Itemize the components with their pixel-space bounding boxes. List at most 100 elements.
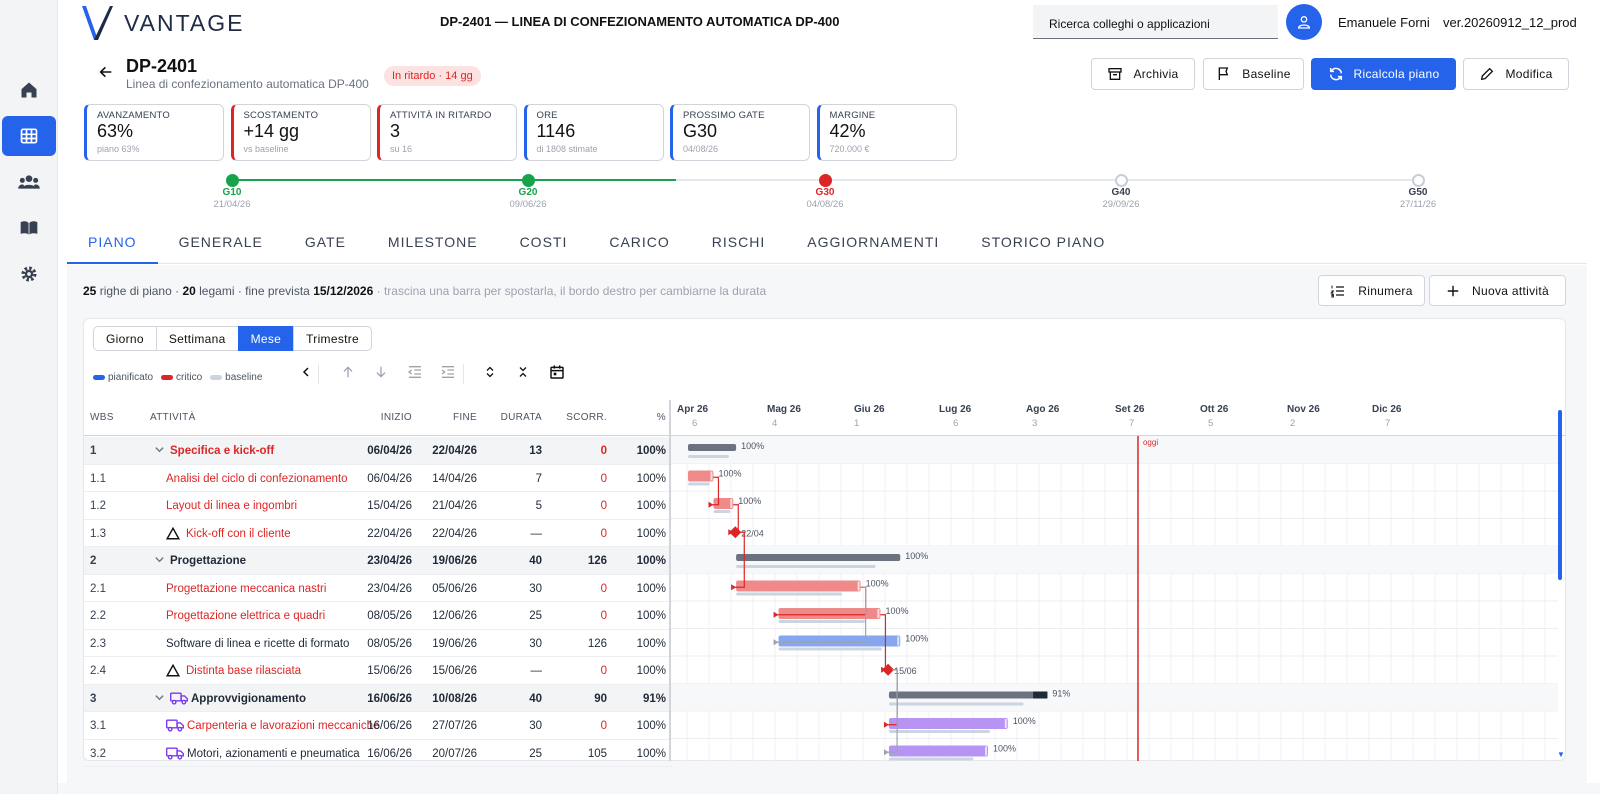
timeline-week: 7 [1385, 418, 1391, 429]
table-row[interactable]: 2.4 Distinta base rilasciata 15/06/26 15/06… [84, 657, 672, 685]
tab-storico-piano[interactable]: STORICO PIANO [981, 234, 1106, 250]
gate-g50[interactable]: G50 27/11/26 [1378, 174, 1458, 211]
recalc-label: Ricalcola piano [1353, 67, 1440, 81]
col-duration[interactable]: DURATA [500, 412, 542, 423]
new-activity-button[interactable]: Nuova attività [1429, 275, 1566, 306]
baseline-label: Baseline [1242, 67, 1291, 81]
table-row[interactable]: 1.1 Analisi del ciclo di confezionamento 0… [84, 465, 672, 492]
collapse-left-button[interactable] [296, 362, 316, 382]
tab-piano[interactable]: PIANO [67, 222, 158, 264]
scale-mese[interactable]: Mese [237, 326, 295, 351]
col-end[interactable]: FINE [453, 412, 477, 423]
col-start[interactable]: INIZIO [380, 412, 412, 423]
task-bar[interactable] [888, 718, 1008, 729]
collapse-all-button[interactable] [513, 362, 533, 382]
chevron-down-icon[interactable] [154, 554, 165, 568]
row-slack: 90 [594, 692, 607, 705]
sidebar-item-plan[interactable] [2, 116, 56, 156]
today-button[interactable] [547, 362, 567, 382]
tab-carico[interactable]: CARICO [609, 234, 670, 250]
archive-button[interactable]: Archivia [1091, 58, 1195, 90]
task-bar[interactable] [736, 554, 901, 561]
col-wbs[interactable]: WBS [90, 412, 114, 423]
table-row[interactable]: 1.3 Kick-off con il cliente 22/04/26 22/04/… [84, 520, 672, 547]
table-row[interactable]: 3 Approvvigionamento 16/06/26 10/08/26 40 90 9… [84, 684, 672, 712]
app-logo[interactable]: VANTAGE [80, 4, 245, 42]
search-input[interactable]: Ricerca colleghi o applicazioni [1033, 5, 1278, 39]
task-bar[interactable] [736, 580, 861, 592]
chevron-down-icon[interactable] [154, 692, 165, 706]
table-row[interactable]: 3.2 Motori, azionamenti e pneumatica 16/06… [84, 740, 672, 767]
scale-settimana[interactable]: Settimana [155, 326, 239, 351]
task-bar[interactable] [888, 745, 988, 757]
resize-handle[interactable] [730, 499, 733, 508]
edit-button[interactable]: Modifica [1463, 58, 1569, 90]
tab-rischi[interactable]: RISCHI [711, 234, 766, 250]
table-row[interactable]: 2 Progettazione 23/04/26 19/06/26 40 126 100% [84, 547, 672, 575]
recalc-plan-button[interactable]: Ricalcola piano [1311, 58, 1456, 90]
gate-g20[interactable]: G20 09/06/26 [488, 174, 568, 211]
kpi-sub: su 16 [390, 144, 413, 154]
table-row[interactable]: 2.2 Progettazione elettrica e quadri 08/05… [84, 602, 672, 630]
vertical-scrollbar[interactable] [1558, 410, 1562, 580]
sidebar-item-settings[interactable] [0, 254, 58, 294]
tab-generale[interactable]: GENERALE [178, 234, 263, 250]
tab-gate[interactable]: GATE [304, 234, 346, 250]
table-row[interactable]: 1 Specifica e kick-off 06/04/26 22/04/26 13 0… [84, 437, 672, 465]
back-arrow-icon[interactable] [98, 64, 114, 85]
task-bar[interactable] [778, 635, 901, 647]
outdent-button[interactable] [405, 362, 425, 382]
scale-trimestre[interactable]: Trimestre [293, 326, 373, 351]
gate-g40[interactable]: G40 29/09/26 [1081, 174, 1161, 211]
resize-handle[interactable] [897, 636, 900, 646]
table-row[interactable]: 2.3 Software di linea e ricette di format… [84, 630, 672, 657]
row-wbs: 1 [90, 445, 97, 457]
col-pct[interactable]: % [656, 412, 666, 423]
pencil-icon [1481, 67, 1494, 81]
timeline-week: 5 [1208, 418, 1214, 429]
indent-button[interactable] [438, 362, 458, 382]
move-up-button[interactable] [338, 362, 358, 382]
tab-costi[interactable]: COSTI [519, 234, 568, 250]
kpi-card: PROSSIMO GATE G30 04/08/26 [670, 104, 810, 161]
timeline-month: Lug 26 [939, 404, 972, 415]
sidebar-item-docs[interactable] [0, 208, 58, 248]
resize-handle[interactable] [857, 581, 860, 591]
grid-splitter[interactable] [669, 400, 671, 761]
table-row[interactable]: 2.1 Progettazione meccanica nastri 23/04/2… [84, 575, 672, 602]
scale-giorno[interactable]: Giorno [93, 326, 157, 351]
plan-links-label: legami · fine prevista [199, 284, 310, 298]
sidebar-item-home[interactable] [0, 70, 58, 110]
kpi-sub: vs baseline [243, 144, 289, 154]
milestone-marker[interactable] [882, 663, 895, 676]
resize-handle[interactable] [877, 609, 880, 618]
resize-handle[interactable] [1004, 719, 1007, 728]
baseline-bar [688, 482, 710, 486]
task-bar[interactable] [778, 608, 881, 619]
row-pct: 100% [636, 472, 666, 485]
resize-handle[interactable] [710, 471, 713, 481]
table-row[interactable]: 1.2 Layout di linea e ingombri 15/04/26 21/… [84, 492, 672, 520]
resize-handle[interactable] [984, 746, 987, 756]
task-bar[interactable] [888, 691, 1048, 699]
baseline-button[interactable]: Baseline [1203, 58, 1304, 90]
task-bar[interactable] [688, 444, 737, 451]
gate-g10[interactable]: G10 21/04/26 [192, 174, 272, 211]
col-slack[interactable]: SCORR. [566, 412, 607, 423]
avatar[interactable] [1286, 4, 1322, 40]
expand-all-button[interactable] [480, 362, 500, 382]
renumber-button[interactable]: Rinumera [1318, 275, 1425, 306]
sidebar-item-people[interactable] [0, 162, 58, 202]
move-down-button[interactable] [371, 362, 391, 382]
table-row[interactable]: 3.1 Carpenteria e lavorazioni meccaniche 1… [84, 712, 672, 740]
row-end: 22/04/26 [432, 527, 477, 540]
page-footer-strip [58, 783, 1600, 794]
gate-g30[interactable]: G30 04/08/26 [785, 174, 865, 211]
tab-milestone[interactable]: MILESTONE [387, 234, 478, 250]
col-activity[interactable]: ATTIVITÀ [150, 412, 196, 423]
chevron-down-icon[interactable] [154, 444, 165, 458]
scroll-down-icon[interactable]: ▼ [1557, 750, 1565, 759]
task-bar[interactable] [688, 470, 714, 482]
tab-aggiornamenti[interactable]: AGGIORNAMENTI [807, 234, 940, 250]
